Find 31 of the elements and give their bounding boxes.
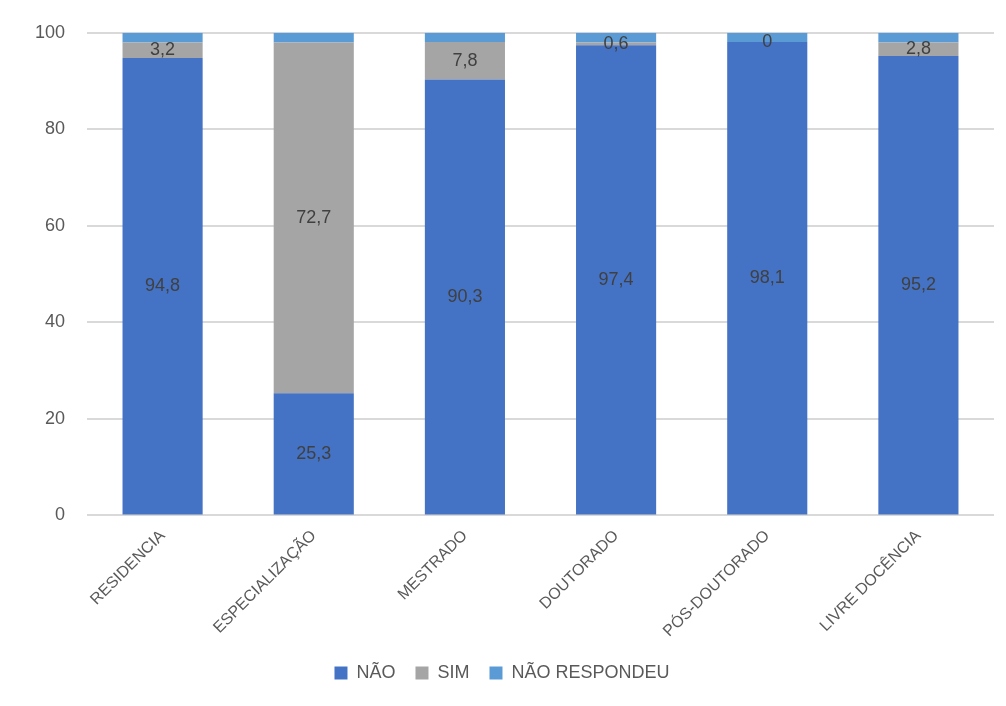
bar <box>122 32 203 43</box>
bar <box>122 42 203 58</box>
bar <box>122 57 203 515</box>
legend-label: NÃO RESPONDEU <box>511 660 670 682</box>
data-label: 95,2 <box>900 274 936 295</box>
legend-label: SIM <box>437 661 470 682</box>
data-label: 2,8 <box>905 38 931 59</box>
bar <box>424 79 505 515</box>
y-tick-label: 0 <box>54 504 65 525</box>
bar <box>878 55 959 515</box>
data-label: 94,8 <box>145 275 181 296</box>
data-label: 25,3 <box>296 442 332 463</box>
bar <box>273 32 354 43</box>
data-label: 3,2 <box>150 39 176 60</box>
data-label: 98,1 <box>749 267 785 288</box>
y-tick-label: 80 <box>44 118 65 139</box>
data-label: 90,3 <box>447 285 483 306</box>
data-label: 7,8 <box>452 49 478 70</box>
y-tick-label: 40 <box>44 311 65 332</box>
y-tick-label: 60 <box>44 214 65 235</box>
bar <box>424 32 505 42</box>
bar <box>424 41 505 80</box>
legend-label: NÃO <box>356 660 396 682</box>
y-tick-label: 20 <box>44 407 65 428</box>
bar <box>273 42 354 394</box>
data-label: 72,7 <box>296 206 332 227</box>
bar <box>878 32 959 43</box>
data-label: 97,4 <box>598 268 634 289</box>
data-label: 0 <box>762 30 773 51</box>
bar <box>273 393 354 515</box>
y-tick-label: 100 <box>34 21 65 42</box>
